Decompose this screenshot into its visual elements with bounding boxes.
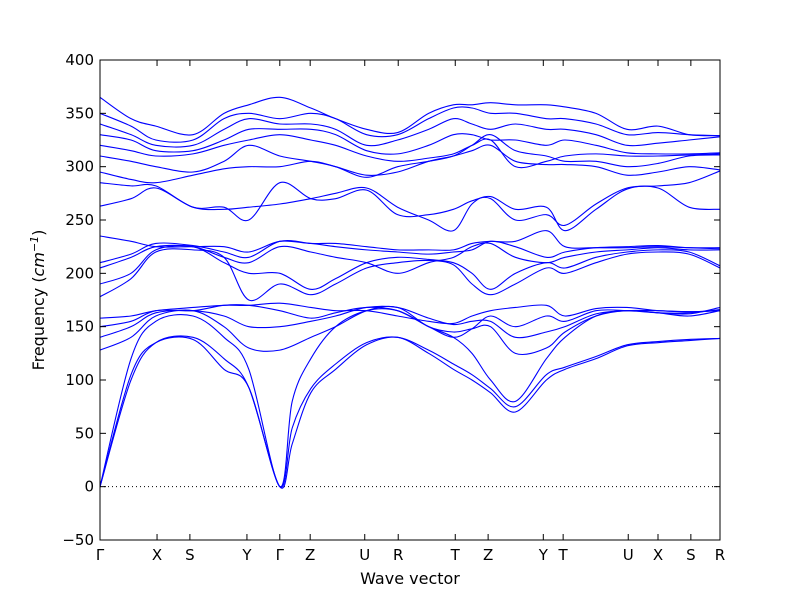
x-tick-label: Y: [538, 546, 549, 564]
band-line-3: [99, 308, 721, 488]
x-tick-label: U: [359, 546, 370, 564]
band-line-19: [99, 118, 721, 148]
band-line-9: [99, 245, 721, 290]
x-axis-title: Wave vector: [360, 569, 460, 588]
band-line-6: [99, 304, 721, 338]
band-line-4: [99, 305, 721, 356]
y-tick-label: 50: [75, 424, 94, 442]
plot-area-frame: [99, 59, 721, 541]
x-tick-label: Γ: [276, 546, 285, 564]
band-line-2: [99, 336, 721, 488]
x-tick-label: Z: [483, 546, 493, 564]
band-line-7: [99, 302, 721, 325]
y-tick-label: 300: [65, 158, 94, 176]
x-tick-label: Y: [241, 546, 252, 564]
y-tick-label: 400: [65, 51, 94, 69]
x-tick-label: S: [185, 546, 195, 564]
band-lines: [99, 96, 721, 489]
y-tick-label: 150: [65, 318, 94, 336]
band-line-14: [99, 170, 721, 226]
x-tick-label: X: [152, 546, 162, 564]
y-axis-ticks: −50 0 50 100 150 200 250 300 350 400: [62, 51, 720, 549]
x-tick-label: X: [653, 546, 663, 564]
y-tick-label: 350: [65, 104, 94, 122]
band-line-10: [99, 242, 721, 274]
x-tick-label: U: [623, 546, 634, 564]
band-line-1: [99, 335, 721, 489]
band-line-18: [99, 128, 721, 155]
y-axis-title-unit: cm: [29, 252, 48, 276]
band-line-20: [99, 106, 721, 143]
y-tick-label: 0: [84, 478, 94, 496]
y-tick-label: 100: [65, 371, 94, 389]
y-axis-title-exponent: −1: [28, 236, 41, 252]
y-axis-title-main: Frequency (: [29, 276, 48, 370]
x-tick-label: S: [686, 546, 696, 564]
y-tick-label: 200: [65, 264, 94, 282]
band-line-16: [99, 134, 721, 178]
x-tick-label: R: [715, 546, 725, 564]
y-tick-label: 250: [65, 211, 94, 229]
x-tick-label: Z: [305, 546, 315, 564]
band-line-21: [99, 96, 721, 137]
x-tick-label: Γ: [96, 546, 105, 564]
band-line-8: [99, 248, 721, 302]
band-line-13: [99, 185, 721, 232]
y-tick-label: −50: [62, 531, 94, 549]
x-tick-label: T: [450, 546, 461, 564]
band-line-12: [99, 230, 721, 253]
band-line-11: [99, 240, 721, 264]
band-line-5: [99, 305, 721, 339]
y-axis-title: Frequency (cm−1): [28, 230, 48, 371]
x-tick-label: T: [558, 546, 569, 564]
x-tick-label: R: [393, 546, 403, 564]
y-axis-title-close: ): [29, 230, 48, 236]
band-line-17: [99, 134, 721, 169]
